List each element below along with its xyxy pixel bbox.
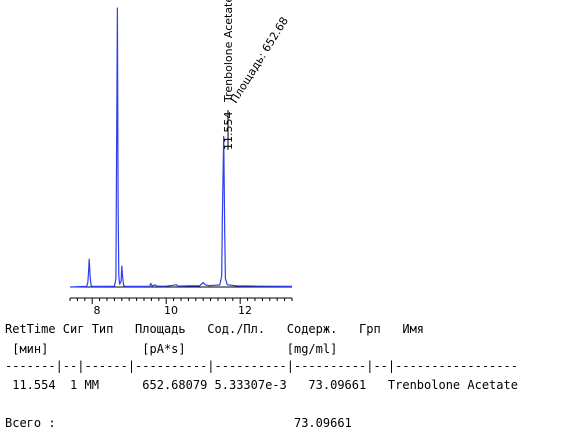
x-axis: 8 10 12 <box>69 297 293 317</box>
plot-area <box>69 7 293 288</box>
table-header-row: RetTime Сиг Тип Площадь Сод./Пл. Содерж.… <box>5 322 425 336</box>
peak-annotation: 11.554 Trenbolone Acetate Площадь: 652.6… <box>222 0 291 150</box>
chromatogram-chart: 11.554 Trenbolone Acetate Площадь: 652.6… <box>69 0 293 317</box>
peak-area-label: Площадь: 652.68 <box>228 15 291 106</box>
x-tick-label-8: 8 <box>94 304 101 317</box>
peak-retention-label: 11.554 <box>222 112 235 151</box>
x-axis-minor-ticks <box>69 298 293 304</box>
signal-trace <box>69 7 293 288</box>
x-tick-label-12: 12 <box>238 304 252 317</box>
table-row: 11.554 1 MM 652.68079 5.33307e-3 73.0966… <box>5 378 518 392</box>
peak-name-label: Trenbolone Acetate <box>222 0 235 103</box>
table-separator: -------|--|------|----------|----------|… <box>5 359 518 373</box>
table-units-row: [мин] [pA*s] [mg/ml] <box>5 342 338 356</box>
table-total-row: Всего : 73.09661 <box>5 416 352 430</box>
x-tick-label-10: 10 <box>164 304 178 317</box>
